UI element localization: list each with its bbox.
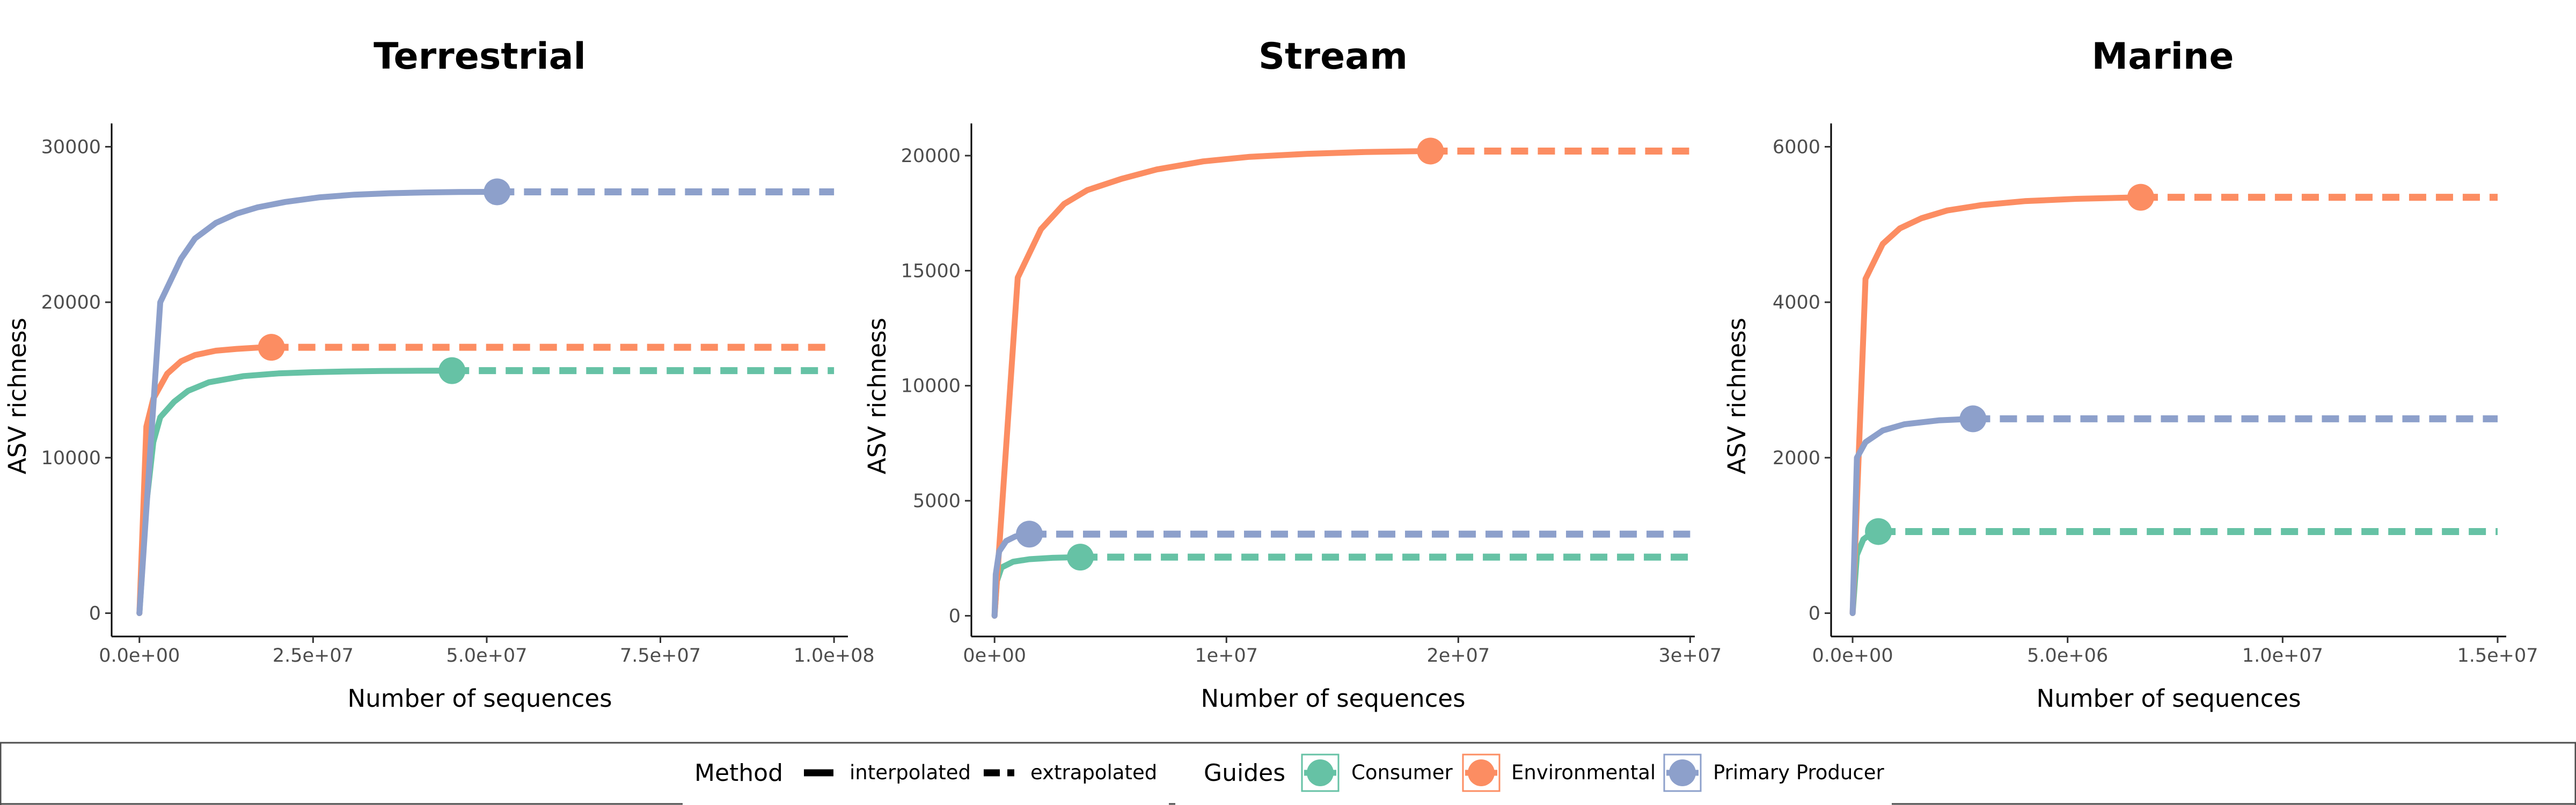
guide-label-primary-producer: Primary Producer — [1713, 761, 1884, 784]
observed-point — [484, 178, 511, 206]
panel-marine: Marine 0.0e+00 5.0e+06 1.0e+07 1.5e+07 0 2000 4… — [1723, 35, 2538, 713]
series-environmental — [136, 334, 835, 616]
panel-stream: Stream 0e+00 1e+07 2e+07 3e+07 0 5000 10000 1500… — [863, 35, 1722, 713]
method-label-extrapolated: extrapolated — [1030, 761, 1157, 784]
x-tick-label: 3e+07 — [1659, 645, 1722, 667]
guides-legend: Guides Consumer Environmental Primary Pr… — [1204, 753, 1884, 792]
guides-keys — [1301, 753, 1702, 792]
observed-point — [2127, 184, 2154, 211]
guide-key-consumer — [1301, 753, 1340, 792]
method-legend-title: Method — [694, 759, 783, 787]
y-tick-label: 30000 — [41, 136, 101, 158]
x-tick-label: 5.0e+07 — [446, 645, 527, 667]
panel-title: Marine — [2092, 35, 2234, 78]
series-primary-producer — [1849, 405, 2498, 616]
observed-point — [258, 334, 285, 361]
observed-point — [438, 357, 466, 384]
x-axis-title: Number of sequences — [347, 684, 612, 713]
panel-title: Terrestrial — [374, 35, 586, 78]
x-tick-label: 1.0e+08 — [794, 645, 875, 667]
x-axis-title: Number of sequences — [1201, 684, 1465, 713]
interpolated-line — [136, 368, 455, 616]
legend-frame — [0, 742, 2576, 805]
series-primary-producer — [991, 521, 1690, 619]
series-environmental — [1849, 184, 2498, 616]
x-tick-label: 7.5e+07 — [620, 645, 701, 667]
chart-panels: Terrestrial 0.0e+00 2.5e+07 5.0e+07 7.5e+07 1… — [3, 35, 2538, 713]
interpolated-line — [1849, 194, 2144, 616]
observed-point — [1865, 518, 1892, 545]
observed-point — [1016, 521, 1043, 548]
panel-title: Stream — [1258, 35, 1408, 78]
y-tick-label: 20000 — [41, 292, 101, 313]
series-primary-producer — [136, 178, 835, 616]
y-axis-title: ASV richness — [3, 318, 32, 474]
observed-point — [1067, 544, 1094, 571]
interpolated-line — [136, 189, 500, 616]
x-tick-label: 2.5e+07 — [273, 645, 354, 667]
x-axis-title: Number of sequences — [2036, 684, 2301, 713]
y-tick-label: 2000 — [1773, 448, 1820, 469]
y-tick-label: 5000 — [913, 491, 961, 512]
guide-key-primary-producer — [1663, 753, 1702, 792]
x-tick-label: 5.0e+06 — [2027, 645, 2108, 667]
x-tick-label: 0.0e+00 — [99, 645, 180, 667]
y-tick-label: 20000 — [901, 145, 961, 167]
y-tick-label: 10000 — [41, 448, 101, 469]
method-legend: Method interpolated extrapolated — [694, 759, 1157, 787]
method-label-interpolated: interpolated — [850, 761, 971, 784]
x-tick-label: 1e+07 — [1195, 645, 1258, 667]
guide-key-point — [1307, 759, 1334, 786]
x-tick-label: 1.5e+07 — [2457, 645, 2538, 667]
observed-point — [1417, 137, 1444, 165]
y-axis-title: ASV richness — [863, 318, 891, 474]
y-axis-title: ASV richness — [1723, 318, 1751, 474]
guide-label-environmental: Environmental — [1511, 761, 1656, 784]
y-tick-label: 0 — [1809, 603, 1820, 625]
guide-key-environmental — [1462, 753, 1501, 792]
interpolated-line — [136, 344, 275, 616]
y-tick-label: 4000 — [1773, 292, 1820, 313]
x-tick-label: 0e+00 — [963, 645, 1026, 667]
legend: Method interpolated extrapolated Guides … — [0, 742, 2576, 805]
y-tick-label: 15000 — [901, 260, 961, 282]
panel-terrestrial: Terrestrial 0.0e+00 2.5e+07 5.0e+07 7.5e+07 1… — [3, 35, 875, 713]
guides-legend-title: Guides — [1204, 759, 1285, 787]
y-tick-label: 6000 — [1773, 136, 1820, 158]
observed-point — [1959, 405, 1987, 433]
x-tick-label: 0.0e+00 — [1812, 645, 1893, 667]
series-environmental — [991, 137, 1690, 619]
guide-label-consumer: Consumer — [1351, 761, 1453, 784]
y-tick-label: 0 — [89, 603, 101, 625]
x-tick-label: 1.0e+07 — [2242, 645, 2323, 667]
y-tick-label: 0 — [949, 605, 961, 627]
guide-key-point — [1468, 759, 1495, 786]
interpolated-line — [991, 148, 1433, 619]
interpolated-line — [1849, 415, 1976, 616]
guide-key-point — [1669, 759, 1696, 786]
series-consumer — [136, 357, 835, 616]
y-tick-label: 10000 — [901, 376, 961, 397]
x-tick-label: 2e+07 — [1426, 645, 1490, 667]
